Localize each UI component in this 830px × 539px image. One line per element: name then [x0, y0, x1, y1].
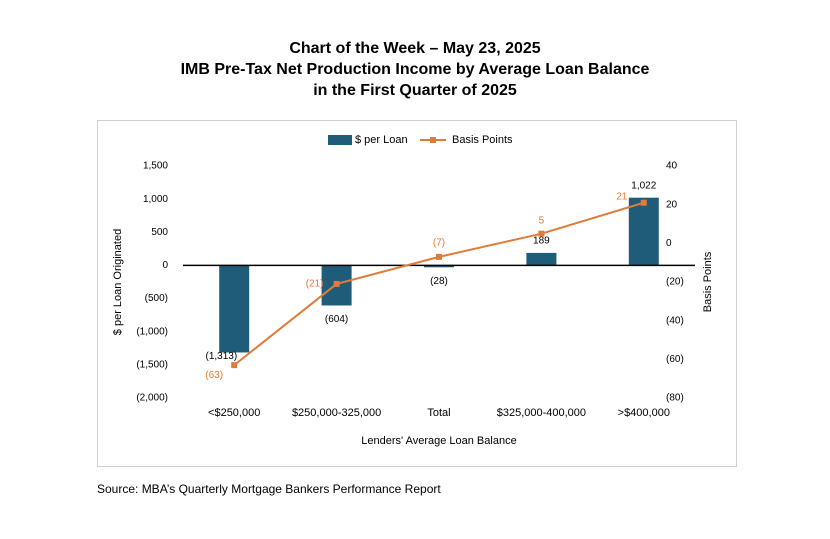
- bar-data-label: (28): [430, 276, 448, 287]
- bar: [219, 265, 250, 353]
- bar: [628, 197, 659, 266]
- basis-points-marker: [538, 230, 545, 237]
- y-tick-label: (1,000): [136, 326, 168, 337]
- y-tick-label: 1,000: [143, 194, 168, 205]
- y2-axis-title: Basis Points: [702, 251, 714, 312]
- basis-points-marker: [640, 199, 647, 206]
- line-data-label: 21: [616, 191, 628, 202]
- bar-data-label: 1,022: [631, 180, 656, 191]
- bar-data-label: 189: [533, 236, 550, 247]
- x-tick-label: $325,000-400,000: [497, 407, 586, 419]
- bar-data-label: (1,313): [206, 351, 238, 362]
- title-line-3: in the First Quarter of 2025: [313, 82, 517, 99]
- x-tick-label: $250,000-325,000: [292, 407, 381, 419]
- y2-tick-label: (40): [666, 315, 684, 326]
- x-tick-label: Total: [427, 407, 450, 419]
- legend-swatch-marker: [430, 137, 436, 143]
- y2-tick-label: (80): [666, 393, 684, 404]
- bar: [424, 265, 454, 268]
- bar: [526, 252, 557, 266]
- source-note: Source: MBA’s Quarterly Mortgage Bankers…: [97, 482, 441, 496]
- y2-tick-label: 40: [666, 161, 678, 172]
- y-tick-label: 0: [162, 260, 168, 271]
- y-tick-label: 1,500: [143, 161, 168, 172]
- line-data-label: 5: [539, 215, 545, 226]
- y2-tick-label: 0: [666, 238, 672, 249]
- legend-label-line: Basis Points: [452, 134, 513, 146]
- x-tick-label: >$400,000: [618, 407, 670, 419]
- y-axis-title: $ per Loan Originated: [112, 229, 124, 335]
- legend-label-bars: $ per Loan: [355, 134, 408, 146]
- title-line-2: IMB Pre-Tax Net Production Income by Ave…: [180, 61, 650, 78]
- line-data-label: (7): [433, 238, 445, 249]
- y2-tick-label: 20: [666, 199, 678, 210]
- basis-points-marker: [231, 362, 238, 369]
- title-line-1: Chart of the Week – May 23, 2025: [289, 40, 541, 57]
- y-tick-label: (2,000): [136, 393, 168, 404]
- basis-points-marker: [333, 280, 340, 287]
- bar-data-label: (604): [325, 314, 348, 325]
- y-tick-label: (1,500): [136, 359, 168, 370]
- y-tick-label: (500): [145, 293, 168, 304]
- y-tick-label: 500: [151, 227, 168, 238]
- y2-tick-label: (60): [666, 354, 684, 365]
- line-data-label: (63): [205, 370, 223, 381]
- chart-frame: [97, 120, 737, 467]
- basis-points-marker: [436, 253, 442, 260]
- x-axis-title: Lenders' Average Loan Balance: [361, 435, 516, 447]
- legend-swatch-bars: [328, 135, 352, 145]
- x-tick-label: <$250,000: [208, 407, 260, 419]
- chart-title: Chart of the Week – May 23, 2025 IMB Pre…: [0, 38, 830, 101]
- line-data-label: (21): [306, 279, 324, 290]
- y2-tick-label: (20): [666, 277, 684, 288]
